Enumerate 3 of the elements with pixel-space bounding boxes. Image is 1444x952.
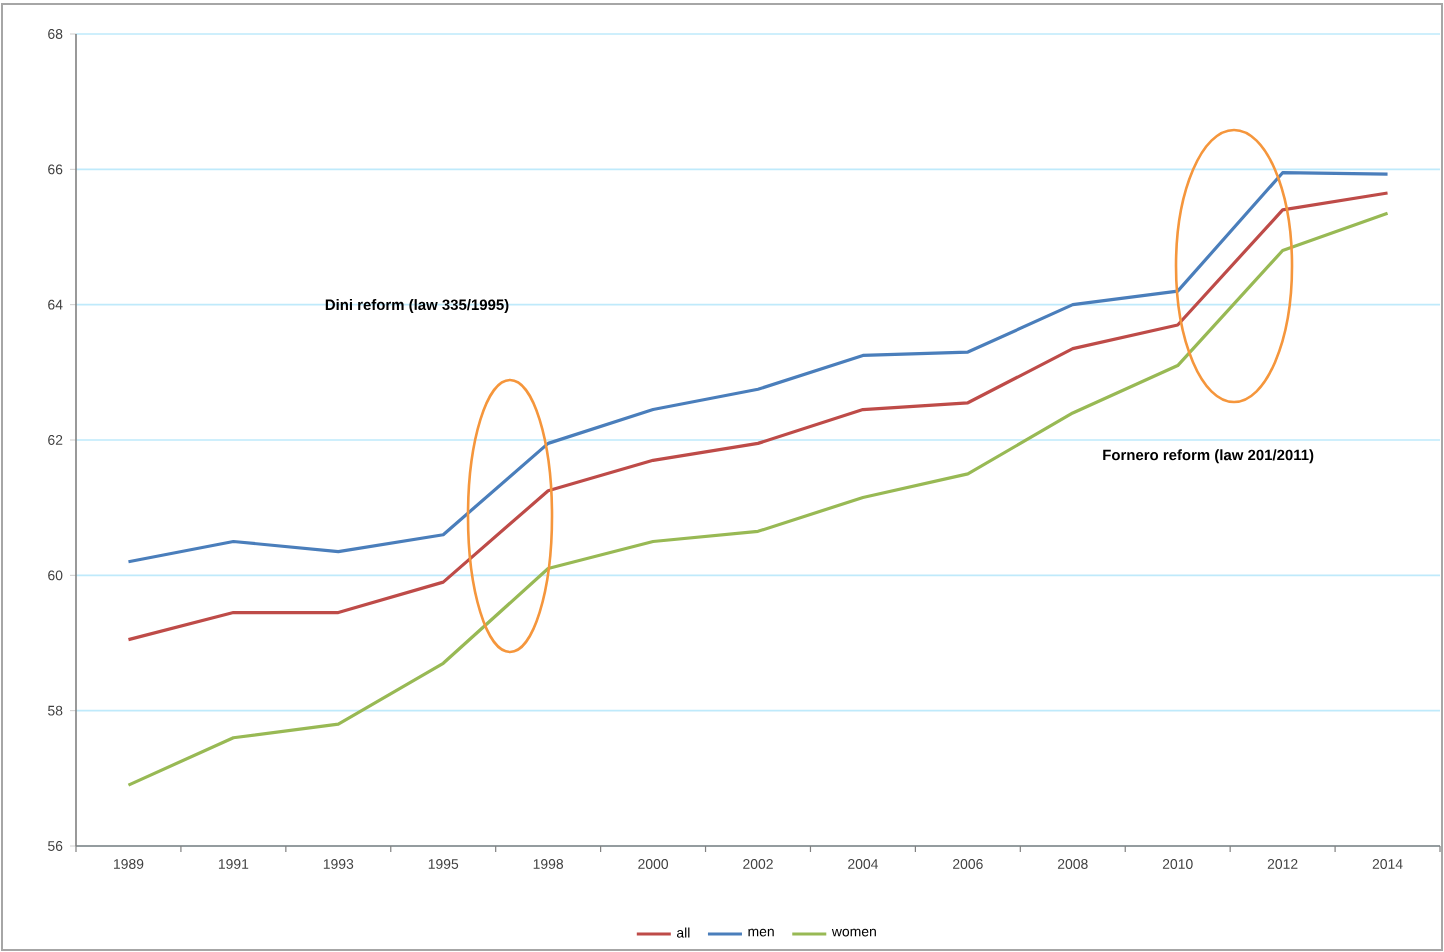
line-series: [126, 171, 1390, 564]
line-series: [126, 191, 1390, 642]
line-series: [126, 211, 1390, 787]
